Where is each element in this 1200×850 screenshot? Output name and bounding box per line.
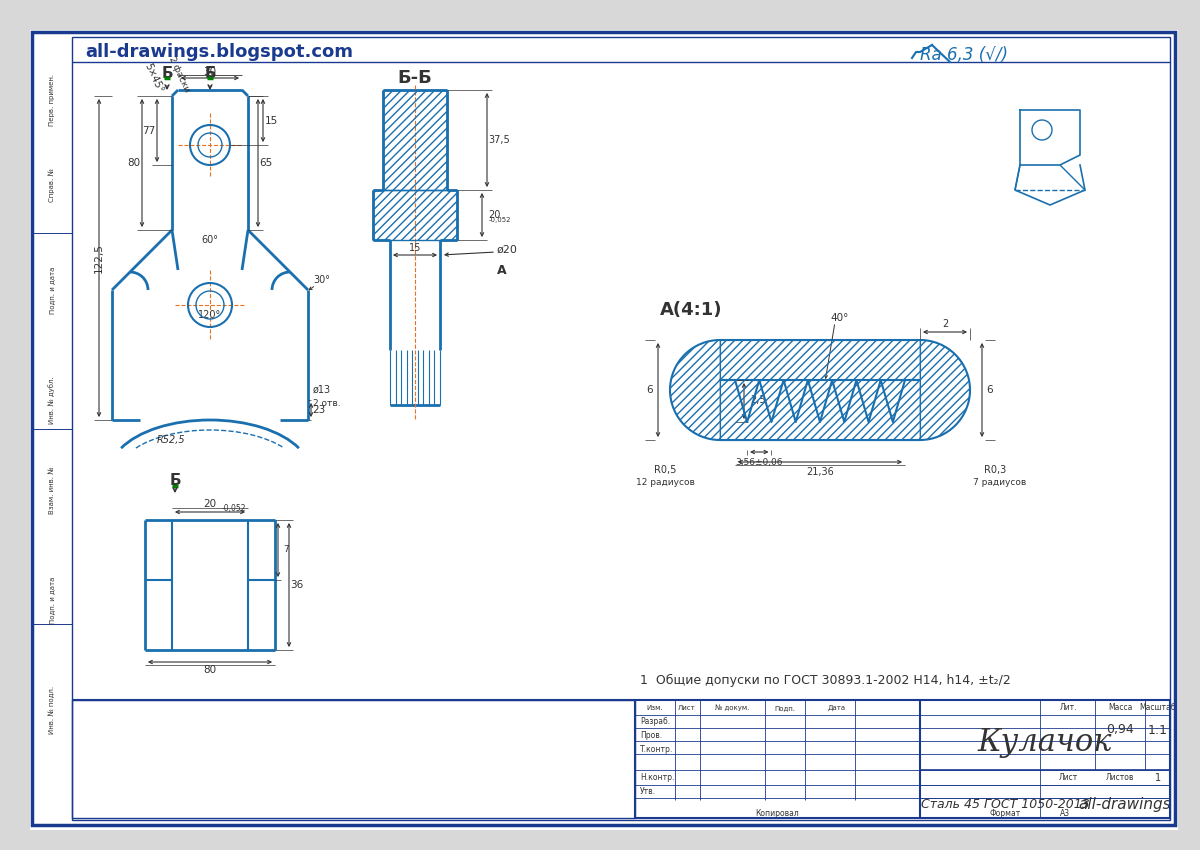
Text: ø20: ø20 (497, 245, 518, 255)
Text: 2 фаски: 2 фаски (167, 54, 191, 94)
Text: 1  Общие допуски по ГОСТ 30893.1-2002 Н14, h14, ±t₂/2: 1 Общие допуски по ГОСТ 30893.1-2002 Н14… (640, 673, 1010, 687)
Text: -0,052: -0,052 (222, 503, 246, 513)
Bar (383, 90, 446, 190)
Text: Лит.: Лит. (1060, 702, 1076, 711)
Text: 20: 20 (204, 499, 216, 509)
Text: 120°: 120° (198, 310, 222, 320)
Text: 80: 80 (127, 158, 140, 168)
Bar (635, 700, 1170, 818)
Text: Подп. и дата: Подп. и дата (49, 266, 55, 314)
Text: 37,5: 37,5 (488, 135, 510, 145)
Text: Листов: Листов (1106, 774, 1134, 783)
Text: 23: 23 (312, 405, 325, 415)
Text: 1: 1 (1154, 773, 1162, 783)
Text: 40°: 40° (830, 313, 850, 323)
Text: all-drawings: all-drawings (1079, 797, 1171, 813)
Text: 77: 77 (143, 126, 156, 135)
Text: R52,5: R52,5 (157, 435, 186, 445)
Text: 20: 20 (488, 210, 500, 220)
Text: Масса: Масса (1108, 702, 1132, 711)
Text: А3: А3 (1060, 809, 1070, 819)
Text: Справ. №: Справ. № (49, 168, 55, 202)
Text: Лист: Лист (1058, 774, 1078, 783)
Text: Инв. № дубл.: Инв. № дубл. (48, 377, 55, 424)
Text: № докум.: № докум. (715, 705, 749, 711)
Text: Инв. № подл.: Инв. № подл. (49, 686, 55, 734)
Bar (373, 190, 457, 240)
Text: Масштаб: Масштаб (1140, 702, 1176, 711)
Text: Дата: Дата (828, 705, 846, 711)
Text: А: А (497, 264, 506, 276)
Text: 5×45°: 5×45° (143, 61, 166, 94)
Bar (720, 340, 920, 440)
Text: 21,36: 21,36 (806, 467, 834, 477)
Text: А(4:1): А(4:1) (660, 301, 722, 319)
Text: 15: 15 (264, 116, 277, 126)
Text: 7 радиусов: 7 радиусов (973, 478, 1027, 486)
Text: 12 радиусов: 12 радиусов (636, 478, 695, 486)
Text: Лист: Лист (678, 705, 696, 711)
Text: Б: Б (204, 65, 216, 81)
Text: -0,052: -0,052 (490, 217, 511, 223)
Text: Взам. инв. №: Взам. инв. № (49, 467, 55, 513)
Text: 60°: 60° (202, 235, 218, 245)
Text: Формат: Формат (989, 809, 1021, 819)
Text: 65: 65 (259, 158, 272, 168)
Text: Разраб.: Разраб. (640, 717, 670, 727)
Text: Б: Б (169, 473, 181, 488)
Text: 30°: 30° (313, 275, 330, 285)
Text: Копировал: Копировал (755, 809, 799, 819)
Text: Ra 6,3 (√/): Ra 6,3 (√/) (920, 46, 1008, 64)
Text: 30: 30 (204, 67, 216, 77)
Text: R0,3: R0,3 (984, 465, 1006, 475)
Text: Сталь 45 ГОСТ 1050-2013: Сталь 45 ГОСТ 1050-2013 (920, 798, 1090, 812)
Text: Б: Б (161, 65, 173, 81)
Text: Б-Б: Б-Б (397, 69, 432, 87)
Bar (72, 700, 635, 818)
Text: Т.контр.: Т.контр. (640, 745, 673, 753)
Text: Н.контр.: Н.контр. (640, 773, 674, 781)
Text: Изм.: Изм. (647, 705, 664, 711)
Text: Утв.: Утв. (640, 786, 656, 796)
Text: R0,5: R0,5 (654, 465, 676, 475)
Text: ø13: ø13 (313, 385, 331, 395)
Text: Кулачок: Кулачок (978, 727, 1112, 757)
Text: 36: 36 (290, 580, 304, 590)
Text: Перв. примен.: Перв. примен. (49, 74, 55, 126)
Text: 3,56±0,06: 3,56±0,06 (736, 457, 784, 467)
Text: 6: 6 (647, 385, 653, 395)
Text: Подп. и дата: Подп. и дата (49, 576, 55, 624)
Text: 6: 6 (986, 385, 994, 395)
Text: 122,5: 122,5 (94, 243, 104, 273)
Text: Подп.: Подп. (774, 705, 796, 711)
Text: 15: 15 (409, 243, 421, 253)
Text: 2: 2 (942, 319, 948, 329)
Text: 2,5: 2,5 (750, 395, 766, 405)
Text: Пров.: Пров. (640, 732, 662, 740)
Text: 0,94: 0,94 (1106, 723, 1134, 736)
Text: 7: 7 (283, 546, 289, 554)
Text: 2 отв.: 2 отв. (313, 399, 341, 407)
Text: 80: 80 (204, 665, 216, 675)
Text: all-drawings.blogspot.com: all-drawings.blogspot.com (85, 43, 353, 61)
Text: 1:1: 1:1 (1148, 723, 1168, 736)
